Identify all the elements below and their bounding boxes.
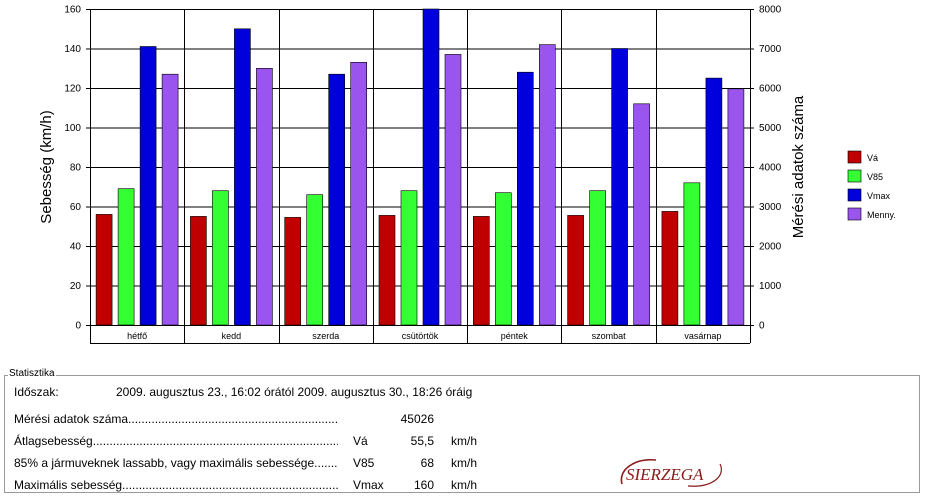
bar-vmax [516,71,534,326]
bar-v85 [683,182,701,326]
bar-v85 [117,188,135,326]
right-tick-label: 4000 [759,163,782,174]
bar-menny [350,61,368,326]
svg-text:SIERZEGA: SIERZEGA [626,465,704,484]
bar-v [95,214,113,326]
stat-value: 55,5 [410,434,434,448]
left-tick-label: 20 [70,281,82,292]
bar-v [567,215,584,326]
stats-panel [4,375,920,493]
category-label: péntek [501,331,529,341]
stat-label: Maximális sebesség [14,478,123,492]
bar-v85 [494,192,512,326]
stat-symbol: Vmax [353,478,384,492]
bar-menny [256,68,273,326]
left-axis-title: Sebesség (km/h) [38,110,55,223]
period-value: 2009. augusztus 23., 16:02 órától 2009. … [116,385,473,399]
bar-v [284,217,302,326]
leader-dots: ........................................… [92,434,338,448]
right-tick-label: 5000 [759,123,782,134]
bar-v85 [400,190,418,326]
category-label: kedd [222,331,242,341]
bar-vmax [422,8,440,326]
legend-swatch [847,169,862,183]
bar-vmax [705,77,723,326]
stat-value: 160 [413,478,434,492]
bar-v [378,215,396,326]
left-tick-label: 160 [64,5,81,16]
leader-dots: ........................................… [128,412,338,426]
legend-swatch [847,207,862,221]
stat-label: Mérési adatok száma [14,412,129,426]
legend-swatch [847,188,862,202]
stat-symbol: Vá [353,434,368,448]
bar-menny [727,88,745,326]
legend-label: V85 [867,172,883,182]
period-label: Időszak: [14,385,59,399]
right-axis-title: Mérési adatok száma [790,95,807,238]
left-tick-label: 140 [64,44,81,55]
category-label: csütörtök [402,331,439,341]
leader-dots: ........................................… [122,478,338,492]
bar-v [190,216,207,326]
stats-section-title: Statisztika [8,368,56,380]
stat-symbol: V85 [353,456,375,470]
bar-menny [444,54,462,326]
sierzega-logo: SIERZEGA [620,459,722,487]
bar-v [472,216,490,326]
right-tick-label: 8000 [759,5,782,16]
right-tick-label: 6000 [759,84,782,95]
bar-vmax [328,73,346,326]
category-label: hétfő [127,331,147,341]
right-tick-label: 2000 [759,242,782,253]
bar-vmax [234,28,251,326]
stat-label: Átlagsebesség [14,434,93,448]
right-tick-label: 3000 [759,202,782,213]
category-label: vasárnap [684,331,721,341]
bar-v [661,211,679,326]
bar-vmax [139,46,157,326]
left-tick-label: 120 [64,84,81,95]
left-tick-label: 40 [70,242,82,253]
stat-unit: km/h [451,434,478,448]
stat-unit: km/h [451,478,478,492]
right-tick-label: 0 [759,321,765,332]
right-tick-label: 7000 [759,44,782,55]
bar-vmax [611,48,628,326]
legend-label: Menny. [867,210,896,220]
bar-menny [161,73,179,326]
stat-unit: km/h [451,456,478,470]
leader-dots: ........................................… [314,456,338,470]
left-tick-label: 80 [70,163,82,174]
stat-label: 85% a jármuveknek lassabb, vagy maximáli… [14,456,315,470]
legend-label: Vmax [867,191,891,201]
category-label: szerda [312,331,339,341]
left-tick-label: 100 [64,123,81,134]
bar-v85 [212,190,229,326]
category-label: szombat [592,331,627,341]
stat-value: 45026 [400,412,434,426]
bar-menny [633,103,650,326]
right-tick-label: 1000 [759,281,782,292]
left-tick-label: 0 [75,321,81,332]
bar-v85 [306,194,324,326]
bar-v85 [589,190,606,326]
bar-menny [538,44,556,326]
left-tick-label: 60 [70,202,82,213]
legend-swatch [847,150,862,164]
chart: 0 20 40 60 80 100 120 140 160 0 1000 2000 3000 4000 50… [38,5,896,344]
legend-label: Vá [867,153,878,163]
stat-value: 68 [420,456,434,470]
